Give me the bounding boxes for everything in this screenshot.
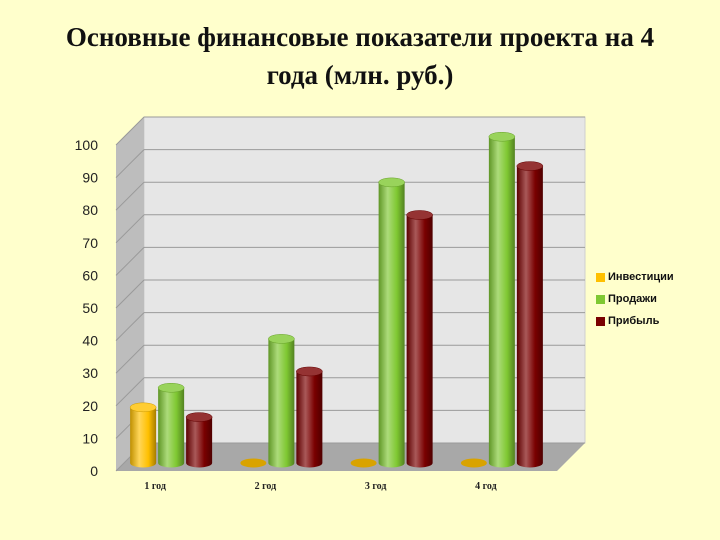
bar [130, 407, 157, 468]
bar-empty-base [350, 458, 377, 468]
bar [406, 214, 433, 468]
bar-top [378, 177, 405, 188]
y-tick-label: 70 [82, 235, 98, 251]
chart-legend: Инвестиции Продажи Прибыль [596, 266, 674, 332]
gridline-side [115, 181, 145, 211]
bar [378, 182, 405, 468]
legend-swatch-profit [596, 316, 605, 326]
legend-item-profit: Прибыль [596, 310, 674, 332]
y-tick-label: 80 [82, 202, 98, 218]
bar [488, 136, 515, 468]
legend-label-investments: Инвестиции [608, 271, 674, 283]
bar [158, 387, 185, 468]
title-line-2: года (млн. руб.) [266, 60, 454, 90]
bar [296, 371, 323, 468]
bar-top [157, 383, 185, 393]
legend-item-investments: Инвестиции [596, 266, 674, 288]
legend-swatch-sales [596, 294, 605, 304]
bar-top [296, 366, 323, 377]
legend-item-sales: Продажи [596, 288, 674, 310]
bar-empty-base [240, 458, 267, 468]
y-tick-label: 90 [82, 170, 98, 186]
bar [268, 338, 295, 468]
legend-swatch-investments [596, 272, 605, 282]
legend-label-sales: Продажи [608, 293, 657, 305]
y-tick-label: 50 [82, 300, 98, 316]
bar-top [406, 210, 433, 220]
x-tick-label: 1 год [144, 481, 166, 492]
x-tick-label: 4 год [475, 481, 497, 492]
title-line-1: Основные финансовые показатели проекта н… [65, 22, 655, 52]
bar-top [268, 334, 295, 344]
gridline-side [115, 377, 145, 407]
y-tick-label: 30 [82, 365, 98, 381]
bar-top [516, 161, 544, 171]
x-tick-label: 3 год [365, 481, 387, 492]
y-tick-label: 0 [90, 463, 98, 479]
bar-top [185, 412, 213, 422]
y-tick-label: 60 [82, 267, 98, 283]
gridline-side [115, 116, 145, 146]
y-tick-label: 40 [82, 333, 98, 349]
gridline-side [115, 344, 145, 374]
y-tick-label: 10 [82, 430, 98, 446]
gridline-side [115, 279, 145, 309]
bar [186, 417, 213, 468]
bar [516, 166, 543, 468]
x-tick-label: 2 год [255, 481, 277, 492]
bar-top [488, 131, 516, 142]
bar-empty-base [460, 458, 487, 468]
gridline-side [115, 214, 145, 244]
y-tick-label: 100 [75, 137, 99, 153]
bar-top [129, 402, 157, 413]
legend-label-profit: Прибыль [608, 315, 660, 327]
gridline-side [115, 312, 145, 341]
y-tick-label: 20 [82, 398, 98, 414]
gridline-side [115, 247, 145, 276]
gridline-side [115, 149, 145, 178]
slide-title: Основные финансовые показатели проекта н… [0, 18, 720, 94]
